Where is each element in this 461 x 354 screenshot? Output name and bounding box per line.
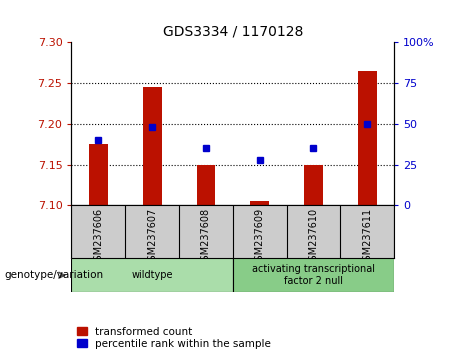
Text: activating transcriptional
factor 2 null: activating transcriptional factor 2 null [252, 264, 375, 286]
Bar [304, 165, 323, 205]
Bar [89, 144, 108, 205]
Text: GSM237609: GSM237609 [254, 208, 265, 267]
Bar [143, 87, 161, 205]
Bar [196, 165, 215, 205]
Text: wildtype: wildtype [131, 270, 173, 280]
Text: genotype/variation: genotype/variation [5, 270, 104, 280]
Title: GDS3334 / 1170128: GDS3334 / 1170128 [163, 24, 303, 39]
Text: GSM237607: GSM237607 [147, 208, 157, 267]
Bar [71, 258, 233, 292]
Bar [358, 71, 377, 205]
Text: GSM237610: GSM237610 [308, 208, 319, 267]
Bar [250, 201, 269, 205]
Legend: transformed count, percentile rank within the sample: transformed count, percentile rank withi… [77, 327, 271, 349]
Bar [233, 258, 394, 292]
Text: GSM237611: GSM237611 [362, 208, 372, 267]
Text: GSM237606: GSM237606 [93, 208, 103, 267]
Text: GSM237608: GSM237608 [201, 208, 211, 267]
